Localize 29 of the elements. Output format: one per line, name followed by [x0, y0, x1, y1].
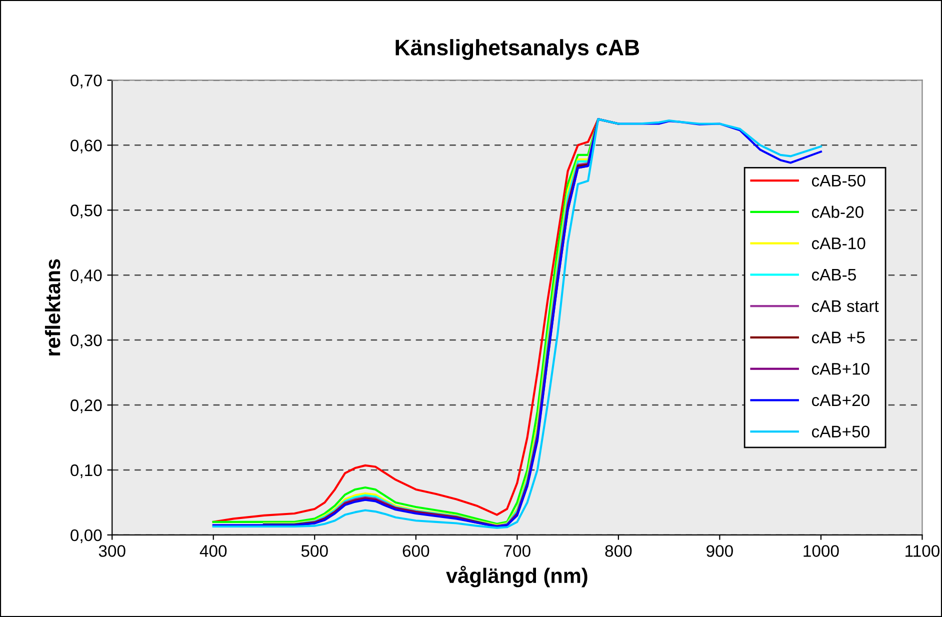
y-tick-label: 0,60: [70, 140, 102, 154]
y-tick-label: 0,40: [70, 269, 102, 284]
y-tick-label: 0,20: [70, 399, 102, 414]
chart-title: Känslighetsanalys cAB: [396, 39, 640, 60]
x-axis-title: våglängd (nm): [446, 566, 588, 588]
x-tick-label: 700: [504, 545, 530, 557]
y-tick-label: 0,10: [70, 464, 102, 478]
y-tick-label: 0,00: [70, 529, 102, 544]
legend-label: cAB-50: [812, 174, 866, 187]
y-axis-title: reflektans: [44, 259, 60, 356]
legend-label: cAB-5: [812, 269, 856, 281]
y-tick-label: 0,50: [70, 204, 102, 218]
legend-label: cAB-10: [812, 238, 866, 250]
legend-label: cAB+20: [812, 394, 870, 406]
y-tick-label: 0,30: [70, 334, 102, 348]
x-tick-label: 300: [98, 545, 126, 557]
x-tick-label: 500: [301, 545, 328, 557]
x-tick-label: 1000: [804, 545, 839, 557]
x-tick-label: 900: [706, 545, 733, 557]
y-tick-label: 0,70: [70, 74, 102, 88]
legend-label: cAB +5: [812, 332, 865, 344]
legend-label: cAB start: [812, 300, 879, 312]
x-tick-label: 400: [200, 545, 227, 557]
legend-label: cAb-20: [812, 206, 864, 218]
x-tick-label: 800: [605, 545, 632, 557]
x-tick-label: 600: [402, 545, 430, 557]
x-tick-label: 1100: [906, 545, 940, 557]
legend-label: cAB+10: [812, 362, 870, 375]
legend-label: cAB+50: [812, 426, 870, 438]
